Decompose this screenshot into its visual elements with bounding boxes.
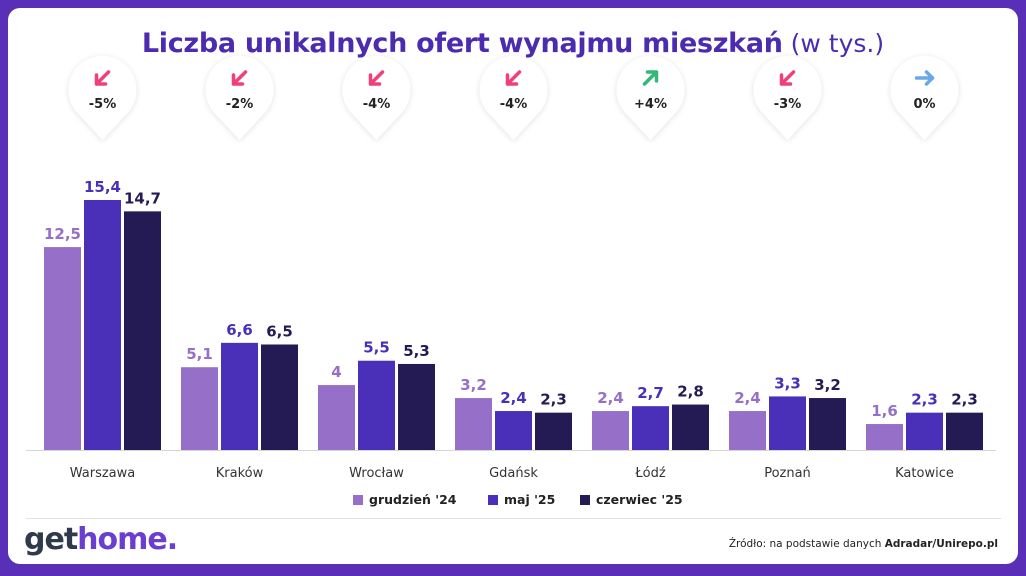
footer-divider: [26, 518, 1001, 519]
x-tick-label: Kraków: [216, 466, 264, 481]
source-prefix: Źródło: na podstawie danych: [728, 538, 885, 550]
bar-2-7: [906, 412, 943, 450]
bar-label-2-3: 5,5: [363, 339, 390, 357]
bar-label-1-7: 1,6: [871, 402, 898, 420]
change-badge-shape: [342, 55, 411, 140]
x-tick-label: Katowice: [895, 466, 954, 481]
bar-label-1-1: 12,5: [44, 225, 81, 243]
bar-3-7: [946, 412, 983, 450]
chart-title: Liczba unikalnych ofert wynajmu mieszkań…: [8, 28, 1018, 59]
bar-label-3-1: 14,7: [124, 189, 161, 207]
bar-label-1-5: 2,4: [597, 389, 624, 407]
bar-label-3-4: 2,3: [540, 391, 567, 409]
bar-label-2-2: 6,6: [226, 321, 253, 339]
bar-2-1: [84, 200, 121, 450]
chart-title-unit: (w tys.): [790, 29, 885, 58]
change-badge-3: -4%: [342, 55, 411, 140]
bar-label-3-3: 5,3: [403, 342, 430, 360]
change-label: 0%: [913, 97, 935, 112]
bar-label-1-2: 5,1: [186, 345, 213, 363]
bar-3-1: [124, 211, 161, 450]
bar-label-2-4: 2,4: [500, 389, 527, 407]
bar-label-3-6: 3,2: [814, 376, 841, 394]
bar-1-5: [592, 411, 629, 450]
gethome-logo: gethome.: [24, 522, 178, 557]
bar-1-1: [44, 247, 81, 450]
chart-title-text: Liczba unikalnych ofert wynajmu mieszkań: [141, 28, 783, 59]
arrow-down-left-icon: [505, 70, 522, 86]
arrow-up-right-icon: [642, 70, 659, 86]
bar-1-3: [318, 385, 355, 450]
x-tick-label: Warszawa: [70, 466, 136, 481]
bar-1-7: [866, 424, 903, 450]
bar-1-6: [729, 411, 766, 450]
change-badge-7: 0%: [890, 55, 959, 140]
x-tick-label: Wrocław: [349, 466, 404, 481]
bar-label-3-7: 2,3: [951, 391, 978, 409]
bar-2-4: [495, 411, 532, 450]
bar-chart: 12,5 15,414,7 Warszawa -5% 5,1 6,6 6,5 Kraków -2…: [26, 55, 996, 507]
source-name: Adradar/Unirepo.pl: [884, 538, 998, 550]
bar-label-3-5: 2,8: [677, 383, 704, 401]
bar-label-2-7: 2,3: [911, 391, 938, 409]
legend-swatch-2: [488, 495, 498, 505]
arrow-down-left-icon: [779, 70, 796, 86]
x-tick-label: Gdańsk: [489, 466, 538, 481]
change-badge-shape: [205, 55, 274, 140]
bar-2-6: [769, 396, 806, 450]
bar-label-1-6: 2,4: [734, 389, 761, 407]
legend-label-1: grudzień '24: [369, 492, 457, 507]
change-badge-4: -4%: [479, 55, 548, 140]
legend-label-2: maj '25: [504, 492, 555, 507]
change-badge-6: -3%: [753, 55, 822, 140]
source-note: Źródło: na podstawie danych Adradar/Unir…: [729, 538, 998, 550]
legend-swatch-3: [580, 495, 590, 505]
bar-label-2-5: 2,7: [637, 384, 664, 402]
change-label: -4%: [500, 97, 527, 112]
bar-3-5: [672, 404, 709, 450]
bar-1-2: [181, 367, 218, 450]
bar-label-3-2: 6,5: [266, 322, 293, 340]
logo-part-2: home.: [77, 522, 178, 557]
bar-3-4: [535, 412, 572, 450]
change-badge-shape: [616, 55, 685, 140]
bar-label-2-6: 3,3: [774, 374, 801, 392]
change-badge-2: -2%: [205, 55, 274, 140]
change-badge-shape: [890, 55, 959, 140]
x-tick-label: Poznań: [764, 466, 811, 481]
legend-label-3: czerwiec '25: [596, 492, 683, 507]
x-tick-label: Łódź: [634, 466, 666, 481]
arrow-right-icon: [914, 70, 935, 86]
bar-1-4: [455, 398, 492, 450]
change-label: +4%: [634, 97, 667, 112]
logo-part-1: get: [24, 522, 78, 557]
arrow-down-left-icon: [368, 70, 385, 86]
bar-2-2: [221, 342, 258, 450]
change-badge-shape: [479, 55, 548, 140]
legend-swatch-1: [353, 495, 363, 505]
change-label: -3%: [774, 97, 801, 112]
change-label: -5%: [89, 97, 116, 112]
bar-3-3: [398, 363, 435, 450]
bar-label-1-4: 3,2: [460, 376, 487, 394]
change-label: -4%: [363, 97, 390, 112]
chart-panel: Liczba unikalnych ofert wynajmu mieszkań…: [8, 8, 1018, 564]
bar-label-2-1: 15,4: [84, 178, 121, 196]
change-badge-shape: [68, 55, 137, 140]
change-badge-1: -5%: [68, 55, 137, 140]
change-badge-shape: [753, 55, 822, 140]
bar-label-1-3: 4: [331, 363, 341, 381]
bar-2-5: [632, 406, 669, 450]
change-badge-5: +4%: [616, 55, 685, 140]
arrow-down-left-icon: [94, 70, 111, 86]
bar-2-3: [358, 360, 395, 450]
bar-3-6: [809, 398, 846, 450]
bar-3-2: [261, 344, 298, 450]
arrow-down-left-icon: [231, 70, 248, 86]
change-label: -2%: [226, 97, 253, 112]
